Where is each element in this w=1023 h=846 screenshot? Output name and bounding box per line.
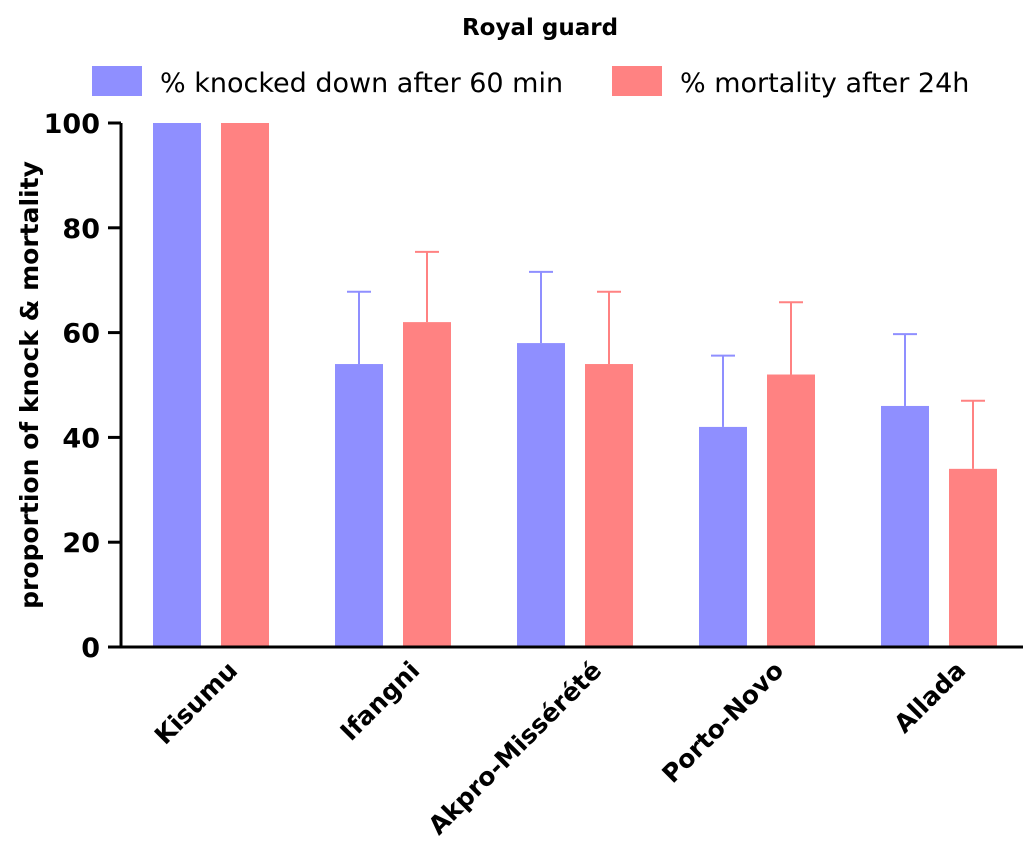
legend: % knocked down after 60 min % mortality … <box>92 66 969 99</box>
bar-kisumu-mortality <box>221 123 269 647</box>
y-tick-label-60: 60 <box>62 319 100 350</box>
bar-porto-novo-knocked-down <box>699 426 747 647</box>
legend-label-knocked-down: % knocked down after 60 min <box>160 68 563 99</box>
x-tick-label-kisumu: Kisumu <box>149 656 243 750</box>
y-tick-label-100: 100 <box>44 109 100 140</box>
legend-swatch-knocked-down <box>92 66 142 96</box>
bar-ifangni-knocked-down <box>335 364 383 647</box>
x-tick-label-porto-novo: Porto-Novo <box>656 656 789 789</box>
chart-title: Royal guard <box>462 15 618 41</box>
y-axis-title: proportion of knock & mortality <box>15 161 44 609</box>
x-tick-label-ifangni: Ifangni <box>335 656 426 747</box>
bar-allada-mortality <box>949 468 997 647</box>
y-tick-label-80: 80 <box>62 214 100 245</box>
bar-akpro-misserete-mortality <box>585 364 633 647</box>
legend-label-mortality: % mortality after 24h <box>680 68 969 99</box>
y-tick-label-40: 40 <box>62 423 100 454</box>
bar-akpro-misserete-knocked-down <box>517 343 565 647</box>
bars-group <box>153 123 997 647</box>
y-tick-label-20: 20 <box>62 528 100 559</box>
x-tick-label-allada: Allada <box>888 656 971 739</box>
legend-swatch-mortality <box>612 66 662 96</box>
bar-ifangni-mortality <box>403 322 451 647</box>
bar-kisumu-knocked-down <box>153 123 201 647</box>
y-tick-label-0: 0 <box>81 633 100 664</box>
bar-porto-novo-mortality <box>767 374 815 647</box>
y-axis-ticks: 0 20 40 60 80 100 <box>44 109 121 664</box>
error-bars-group <box>347 250 985 469</box>
bar-allada-knocked-down <box>881 405 929 647</box>
x-tick-label-akpro-misserete: Akpro-Missérété <box>423 656 608 841</box>
